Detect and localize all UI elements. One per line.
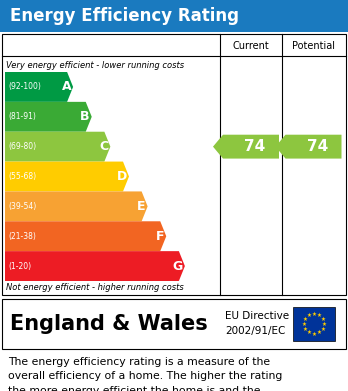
Text: 74: 74 — [244, 139, 266, 154]
Text: Energy Efficiency Rating: Energy Efficiency Rating — [10, 7, 239, 25]
Text: (1-20): (1-20) — [8, 262, 31, 271]
Bar — [2, 34, 346, 295]
Text: C: C — [99, 140, 108, 153]
Text: ★: ★ — [320, 326, 325, 332]
Text: G: G — [173, 260, 183, 273]
Text: (55-68): (55-68) — [8, 172, 36, 181]
Text: ★: ★ — [322, 321, 326, 326]
Text: Current: Current — [232, 41, 269, 51]
Text: D: D — [117, 170, 127, 183]
Text: (39-54): (39-54) — [8, 202, 36, 211]
Text: England & Wales: England & Wales — [10, 314, 208, 334]
Text: 2002/91/EC: 2002/91/EC — [225, 326, 285, 336]
Text: ★: ★ — [317, 330, 322, 335]
Polygon shape — [5, 102, 92, 132]
Polygon shape — [5, 161, 129, 192]
Text: Not energy efficient - higher running costs: Not energy efficient - higher running co… — [6, 283, 184, 292]
Text: ★: ★ — [307, 313, 311, 318]
Text: ★: ★ — [303, 316, 308, 321]
Polygon shape — [5, 132, 110, 161]
Text: ★: ★ — [303, 326, 308, 332]
Text: 74: 74 — [307, 139, 328, 154]
Text: ★: ★ — [320, 316, 325, 321]
Text: (69-80): (69-80) — [8, 142, 36, 151]
Bar — [0, 0, 348, 32]
Polygon shape — [5, 251, 185, 281]
Polygon shape — [5, 72, 73, 102]
Text: ★: ★ — [302, 321, 307, 326]
Text: (92-100): (92-100) — [8, 83, 41, 91]
Text: ★: ★ — [307, 330, 311, 335]
Bar — [2, 299, 346, 349]
Text: (81-91): (81-91) — [8, 112, 36, 121]
Text: B: B — [80, 110, 90, 123]
Text: A: A — [62, 81, 71, 93]
Text: ★: ★ — [311, 332, 316, 337]
Bar — [293, 307, 335, 341]
Text: The energy efficiency rating is a measure of the
overall efficiency of a home. T: The energy efficiency rating is a measur… — [8, 357, 282, 391]
Text: (21-38): (21-38) — [8, 232, 36, 241]
Polygon shape — [213, 135, 279, 159]
Text: F: F — [156, 230, 164, 243]
Polygon shape — [276, 135, 341, 159]
Text: ★: ★ — [317, 313, 322, 318]
Text: Potential: Potential — [292, 41, 335, 51]
Polygon shape — [5, 192, 148, 221]
Polygon shape — [5, 221, 166, 251]
Text: E: E — [137, 200, 145, 213]
Text: Very energy efficient - lower running costs: Very energy efficient - lower running co… — [6, 61, 184, 70]
Text: ★: ★ — [311, 312, 316, 316]
Text: EU Directive: EU Directive — [225, 311, 289, 321]
